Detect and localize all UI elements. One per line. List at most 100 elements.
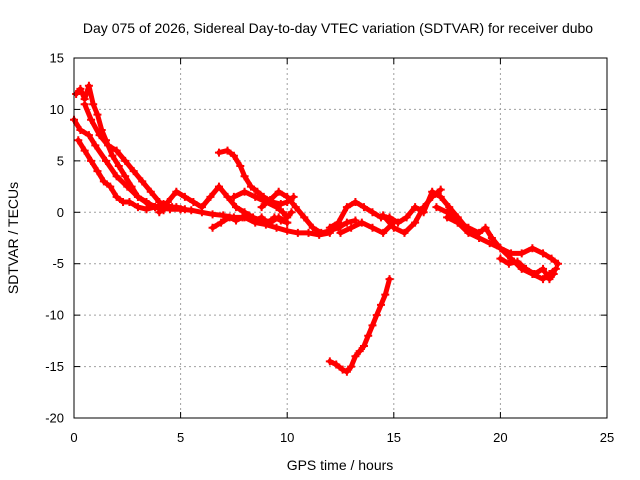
data-point xyxy=(351,198,360,206)
data-point xyxy=(504,259,513,268)
y-tick-label: -5 xyxy=(52,256,64,271)
data-point xyxy=(189,198,198,206)
data-point xyxy=(325,223,334,232)
series-track-7 xyxy=(214,146,298,209)
data-point xyxy=(264,218,273,227)
series-track-12 xyxy=(379,185,445,237)
data-point xyxy=(496,244,505,253)
data-point xyxy=(106,182,115,191)
data-point xyxy=(419,203,428,212)
data-point xyxy=(411,218,420,227)
data-point xyxy=(99,177,108,186)
y-tick-label: -15 xyxy=(45,359,64,374)
data-point xyxy=(359,342,368,350)
data-point xyxy=(445,203,454,212)
data-point xyxy=(112,172,121,181)
data-point xyxy=(332,360,341,369)
data-point xyxy=(225,213,234,222)
data-point xyxy=(112,192,121,201)
y-tick-label: 10 xyxy=(50,102,64,117)
data-point xyxy=(240,187,249,196)
data-point xyxy=(133,203,142,212)
data-point xyxy=(475,228,484,237)
data-point xyxy=(357,218,366,227)
y-tick-label: 0 xyxy=(57,205,64,220)
data-point xyxy=(400,228,409,237)
data-point xyxy=(464,223,473,232)
data-point xyxy=(172,203,181,212)
data-point xyxy=(513,257,522,266)
data-point xyxy=(283,226,292,235)
data-point xyxy=(359,203,368,212)
data-point xyxy=(142,205,151,214)
data-point xyxy=(114,162,123,170)
data-point xyxy=(219,211,228,220)
data-point xyxy=(87,115,96,124)
data-point xyxy=(223,146,232,155)
data-point xyxy=(287,208,296,217)
data-point xyxy=(507,249,516,258)
data-point xyxy=(180,192,189,201)
data-point xyxy=(229,151,238,160)
data-point xyxy=(377,300,386,309)
data-point xyxy=(84,131,93,140)
series-track-9 xyxy=(257,187,360,237)
data-point xyxy=(146,187,155,196)
data-point xyxy=(272,203,281,212)
data-point xyxy=(342,203,351,212)
series-group xyxy=(70,81,562,376)
y-tick-label: 15 xyxy=(50,51,64,66)
data-point xyxy=(155,208,164,217)
y-tick-label: -10 xyxy=(45,308,64,323)
data-point xyxy=(530,270,539,278)
y-axis-label: SDTVAR / TECUs xyxy=(5,182,21,294)
data-point xyxy=(428,192,437,201)
data-point xyxy=(127,182,136,191)
data-point xyxy=(112,146,121,155)
data-point xyxy=(74,136,83,145)
data-point xyxy=(553,259,562,268)
data-point xyxy=(453,218,462,227)
data-point xyxy=(84,81,93,90)
data-point xyxy=(187,206,196,215)
data-point xyxy=(317,228,326,237)
data-point xyxy=(291,203,300,212)
data-point xyxy=(342,218,351,227)
data-point xyxy=(133,192,142,201)
series-track-4 xyxy=(80,100,189,214)
data-point xyxy=(270,213,279,222)
data-point xyxy=(276,216,285,225)
data-point xyxy=(368,208,377,217)
data-point xyxy=(528,244,537,253)
series-track-11 xyxy=(336,218,398,237)
data-point xyxy=(496,254,505,263)
data-point xyxy=(121,156,130,165)
data-point xyxy=(278,208,287,217)
data-point xyxy=(253,187,262,196)
data-point xyxy=(121,172,130,181)
data-point xyxy=(101,156,110,165)
y-tick-label: 5 xyxy=(57,153,64,168)
data-point xyxy=(257,203,266,212)
plot-frame xyxy=(73,57,608,419)
data-point xyxy=(80,100,89,109)
series-track-16 xyxy=(325,275,394,376)
data-point xyxy=(244,211,253,220)
data-point xyxy=(308,223,317,232)
data-point xyxy=(80,146,89,155)
data-point xyxy=(334,218,343,227)
data-point xyxy=(93,110,102,119)
data-point xyxy=(300,213,309,222)
ticks: 0 5 10 15 20 25 -20 -15 -10 -5 0 5 10 15 xyxy=(45,51,614,446)
data-point xyxy=(402,213,411,222)
data-point xyxy=(251,192,260,201)
data-point xyxy=(336,228,345,237)
data-point xyxy=(240,172,249,181)
data-point xyxy=(238,213,247,222)
x-tick-label: 10 xyxy=(280,430,294,445)
data-point xyxy=(481,223,490,232)
data-point xyxy=(251,216,260,225)
data-point xyxy=(351,352,360,361)
data-point xyxy=(364,331,373,340)
